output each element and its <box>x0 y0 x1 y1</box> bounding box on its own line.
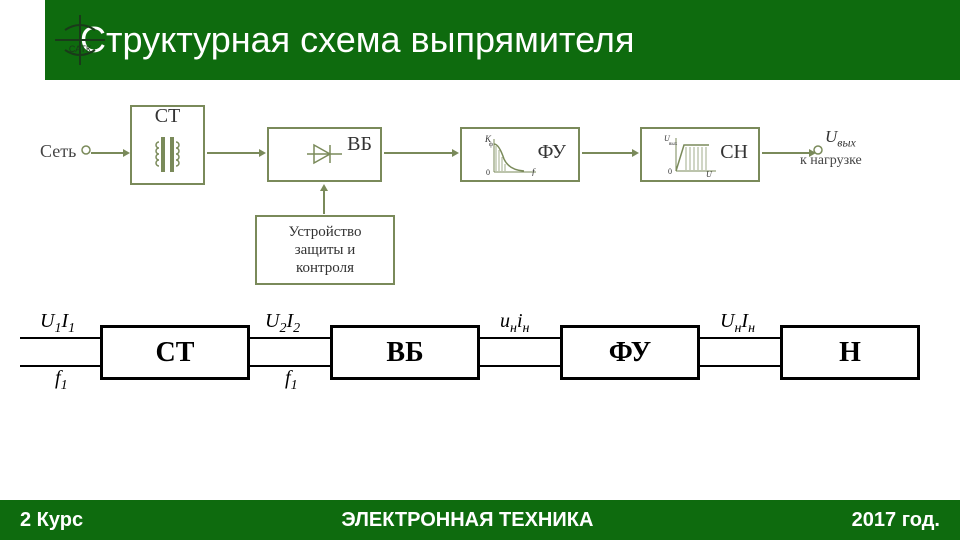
arrow-2 <box>207 152 262 154</box>
footer-left: 2 Курс <box>20 509 83 532</box>
d2-block-fu-label: ФУ <box>609 337 651 369</box>
d2-label-u1i1: U1I1 <box>40 310 75 337</box>
footer-right: 2017 год. <box>852 509 940 532</box>
block-sn: U вых 0 U вх СН <box>640 127 760 182</box>
block-control-label: Устройствозащиты иконтроля <box>289 223 362 277</box>
block-fu-label: ФУ <box>538 141 566 164</box>
arrow-1-head <box>123 149 130 157</box>
d2-conn-1-top <box>250 337 330 339</box>
footer-bar: 2 Курс ЭЛЕКТРОННАЯ ТЕХНИКА 2017 год. <box>0 500 960 540</box>
d2-label-unin: uнiн <box>500 310 529 337</box>
svg-text:САТК: САТК <box>69 44 92 54</box>
d2-conn-3-top <box>700 337 780 339</box>
d2-block-n-label: Н <box>839 337 861 369</box>
svg-text:ф: ф <box>489 141 493 148</box>
block-vb: ВБ <box>267 127 382 182</box>
block-sn-label: СН <box>720 141 748 164</box>
diode-icon <box>302 137 347 172</box>
d2-label-u2i2: U2I2 <box>265 310 300 337</box>
block-st: СТ <box>130 105 205 185</box>
input-terminal <box>81 145 91 155</box>
d2-conn-2-bot <box>480 365 560 367</box>
d2-block-vb: ВБ <box>330 325 480 380</box>
logo: САТК <box>50 10 110 70</box>
output-label-u: Uвых <box>825 127 856 150</box>
svg-text:0: 0 <box>486 168 490 176</box>
d2-block-n: Н <box>780 325 920 380</box>
diagram-bottom: СТ ВБ ФУ Н U1I1 f1 U2I2 f1 uнiн UнIн <box>0 315 960 405</box>
svg-text:0: 0 <box>668 167 672 176</box>
d2-label-f1a: f1 <box>55 367 68 394</box>
d2-block-st-label: СТ <box>156 337 195 369</box>
d2-block-vb-label: ВБ <box>386 337 423 369</box>
d2-label-f1b: f1 <box>285 367 298 394</box>
block-st-label: СТ <box>132 105 203 128</box>
svg-text:вых: вых <box>669 142 678 147</box>
arrow-3 <box>384 152 455 154</box>
output-label-load: к нагрузке <box>800 153 862 169</box>
d2-conn-2-top <box>480 337 560 339</box>
arrow-2-head <box>259 149 266 157</box>
block-control: Устройствозащиты иконтроля <box>255 215 395 285</box>
d2-block-fu: ФУ <box>560 325 700 380</box>
slide-title-bar: Структурная схема выпрямителя <box>45 0 960 80</box>
d2-block-st: СТ <box>100 325 250 380</box>
arrow-3-head <box>452 149 459 157</box>
filter-graph-icon: K ф 0 f <box>484 134 539 176</box>
d2-conn-0-top <box>20 337 100 339</box>
arrow-v-head <box>320 184 328 191</box>
footer-center: ЭЛЕКТРОННАЯ ТЕХНИКА <box>341 509 593 532</box>
diagram-top: Сеть СТ ВБ K ф 0 <box>0 95 960 295</box>
arrow-v <box>323 190 325 214</box>
d2-conn-3-bot <box>700 365 780 367</box>
stabilizer-graph-icon: U вых 0 U вх <box>664 133 719 177</box>
arrow-4-head <box>632 149 639 157</box>
transformer-icon <box>145 132 190 177</box>
block-fu: K ф 0 f ФУ <box>460 127 580 182</box>
d2-label-UnIn: UнIн <box>720 310 755 337</box>
slide-title: Структурная схема выпрямителя <box>80 19 634 61</box>
block-vb-label: ВБ <box>347 133 372 156</box>
input-label: Сеть <box>40 141 76 162</box>
arrow-4 <box>582 152 635 154</box>
